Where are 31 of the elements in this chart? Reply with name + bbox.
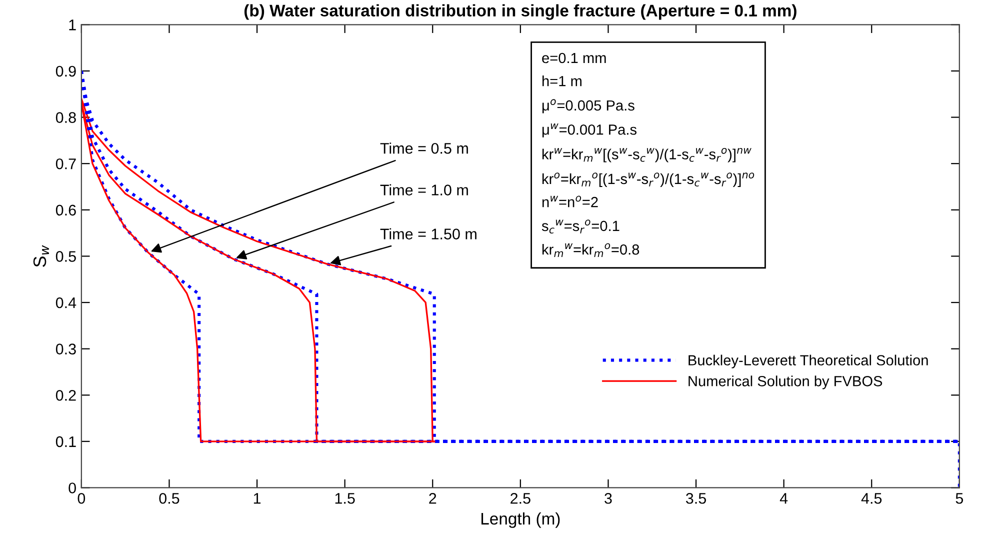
x-tick-label: 3 <box>604 492 612 504</box>
x-tick-label: 4 <box>780 493 788 504</box>
y-tick-label: 0.2 <box>56 390 76 401</box>
x-tick-label: 1 <box>254 493 261 504</box>
x-tick-label: 0.5 <box>159 492 180 504</box>
x-tick-label: 4.5 <box>861 493 882 504</box>
legend-label: Buckley-Leverett Theoretical Solution <box>688 354 928 368</box>
text: e=0.1 mm h=1 m μ$^{o}$=0.005 Pa.s μ$^{w}$=0.001 Pa.s kr$^{w}$=kr$_{m}$$^{w}$[(s$^{w}$-s$_{c}$$^{w}$)/(1-s$_{c}$$^{w}$-s$_{r}$$^{o}$)]$^{nw}$ kr$^{o}$=kr$_{m}$$^{o}$[(1-s$^{w}$-s$_{r}$$^{o}$)/(1-s$_{c}$$^{w}$-s$_{r}$$^{o}$)]$^{no}$ n$^{w}$=n$^{o}$=2 s$_{c}$$^{w}$=s$_{r}$$^{o}$=0.1 kr$_{m}$$^{w}$=kr$_{m}$$^{o}$=0.8 <box>542 52 754 257</box>
x-tick-label: 0 <box>78 492 86 504</box>
y-tick-label: 0.7 <box>56 158 76 170</box>
y-axis-title: S$_{w}$ <box>33 245 49 267</box>
y-tick-label: 0.6 <box>56 204 76 216</box>
x-tick-label: 2.5 <box>510 492 530 504</box>
legend-label: Numerical Solution by FVBOS <box>688 376 882 390</box>
y-tick-label: 0 <box>68 482 76 494</box>
x-axis-title: Length (m) <box>481 512 560 528</box>
y-tick-label: 0.1 <box>56 436 76 448</box>
y-tick-label: 0.3 <box>56 344 76 354</box>
x-tick-label: 5 <box>956 493 964 504</box>
y-tick-label: 0.4 <box>56 297 76 308</box>
annotation: Time = 0.5 m <box>380 142 468 154</box>
x-tick-label: 3.5 <box>686 492 706 504</box>
x-tick-label: 1.5 <box>335 493 355 504</box>
y-tick-label: 1 <box>69 20 76 30</box>
y-tick-label: 0.8 <box>56 112 76 123</box>
chart-title: (b) Water saturation distribution in single fracture (Aperture = 0.1 mm) <box>244 4 796 20</box>
y-tick-label: 0.5 <box>56 251 76 262</box>
annotation: Time = 1.0 m <box>380 184 468 196</box>
y-tick-label: 0.9 <box>56 66 76 77</box>
x-tick-label: 2 <box>429 492 436 504</box>
annotation: Time = 1.50 m <box>380 228 476 240</box>
